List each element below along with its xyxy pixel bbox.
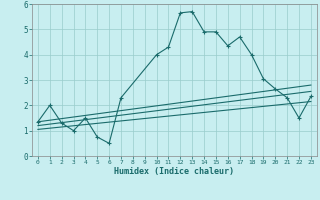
- X-axis label: Humidex (Indice chaleur): Humidex (Indice chaleur): [115, 167, 234, 176]
